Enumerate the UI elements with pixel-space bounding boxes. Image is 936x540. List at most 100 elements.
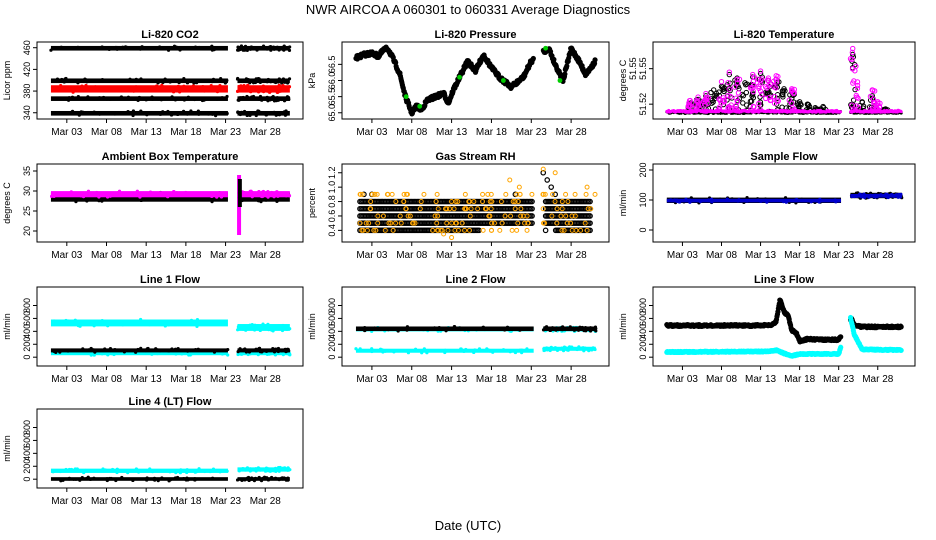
data-point	[174, 352, 178, 356]
data-band	[50, 191, 228, 198]
data-point	[512, 199, 518, 205]
data-point	[161, 46, 165, 50]
x-tick-label: Mar 08	[91, 374, 123, 385]
y-tick-label: 380	[22, 84, 32, 99]
data-layer	[354, 325, 598, 355]
data-point	[288, 45, 292, 49]
y-tick-label: 800	[638, 298, 648, 313]
data-point	[264, 349, 269, 353]
data-point	[62, 321, 66, 325]
y-tick-label: 600	[638, 311, 648, 326]
data-point	[242, 192, 247, 196]
series-line-2-flow	[355, 325, 598, 333]
data-point	[851, 78, 857, 84]
data-point	[211, 191, 215, 195]
data-point	[70, 110, 74, 114]
series-line-4-flow	[50, 465, 292, 475]
x-tick-label: Mar 13	[436, 374, 468, 385]
data-point	[489, 199, 495, 205]
data-point	[783, 196, 788, 200]
data-point	[733, 105, 739, 112]
data-point	[392, 350, 396, 354]
data-point	[363, 325, 367, 330]
data-point	[771, 93, 778, 100]
data-point	[434, 220, 440, 226]
data-point	[264, 191, 268, 195]
data-point	[575, 347, 579, 352]
data-point	[449, 220, 455, 226]
data-point	[184, 79, 188, 83]
data-point	[733, 95, 739, 101]
data-point	[271, 346, 275, 351]
data-point	[277, 113, 282, 117]
data-point	[898, 324, 904, 330]
data-point	[488, 227, 494, 233]
data-band	[666, 198, 842, 203]
data-point	[475, 206, 481, 212]
data-band	[50, 110, 228, 116]
data-point	[173, 347, 178, 351]
data-point	[485, 191, 491, 197]
data-point	[276, 198, 280, 202]
data-point	[139, 317, 143, 322]
x-tick-label: Mar 28	[250, 250, 282, 261]
data-point	[235, 77, 240, 81]
data-point	[562, 71, 568, 77]
data-point	[189, 318, 194, 322]
data-point	[70, 322, 74, 326]
y-axis-label: percent	[307, 187, 317, 218]
data-point	[148, 190, 153, 194]
data-point	[209, 46, 213, 50]
data-point	[135, 348, 139, 352]
data-point	[433, 199, 439, 205]
data-point	[71, 90, 75, 94]
data-point	[189, 109, 193, 113]
data-point	[155, 351, 159, 356]
data-point	[238, 85, 242, 89]
data-point	[698, 200, 702, 204]
x-tick-label: Mar 28	[556, 127, 588, 138]
x-tick-label: Mar 28	[556, 250, 588, 261]
data-point	[869, 87, 875, 93]
data-point	[72, 348, 77, 353]
series-lower-level	[50, 109, 290, 118]
data-point	[867, 93, 874, 100]
data-point	[565, 348, 569, 352]
data-point	[472, 350, 476, 355]
data-point	[735, 90, 742, 96]
series-ambient-co2	[50, 83, 292, 94]
data-point	[153, 89, 157, 93]
data-point	[253, 323, 257, 327]
data-point	[259, 85, 264, 90]
data-point	[435, 213, 441, 219]
data-point	[432, 213, 438, 219]
data-point	[386, 220, 392, 226]
y-axis-label: ml/min	[618, 190, 628, 217]
data-point	[584, 184, 590, 190]
data-point	[515, 199, 521, 205]
data-point	[74, 200, 78, 204]
data-point	[855, 95, 861, 101]
data-point	[81, 347, 85, 351]
data-point	[540, 169, 547, 176]
y-tick-label: 65.0	[327, 104, 337, 122]
data-band	[543, 326, 596, 332]
data-point	[433, 349, 437, 353]
data-point	[818, 197, 822, 201]
data-point	[839, 110, 843, 114]
data-point	[236, 110, 240, 114]
data-point	[107, 192, 111, 196]
x-tick-label: Mar 13	[745, 127, 777, 138]
data-point	[250, 112, 254, 116]
plot-frame	[341, 163, 610, 243]
data-point	[491, 220, 497, 226]
y-tick-label: 420	[22, 62, 32, 77]
data-point	[850, 45, 856, 52]
data-point	[443, 326, 447, 331]
data-point	[251, 197, 255, 201]
data-point	[140, 197, 145, 201]
data-point	[513, 350, 518, 355]
data-point	[134, 467, 138, 471]
data-point	[757, 106, 763, 112]
